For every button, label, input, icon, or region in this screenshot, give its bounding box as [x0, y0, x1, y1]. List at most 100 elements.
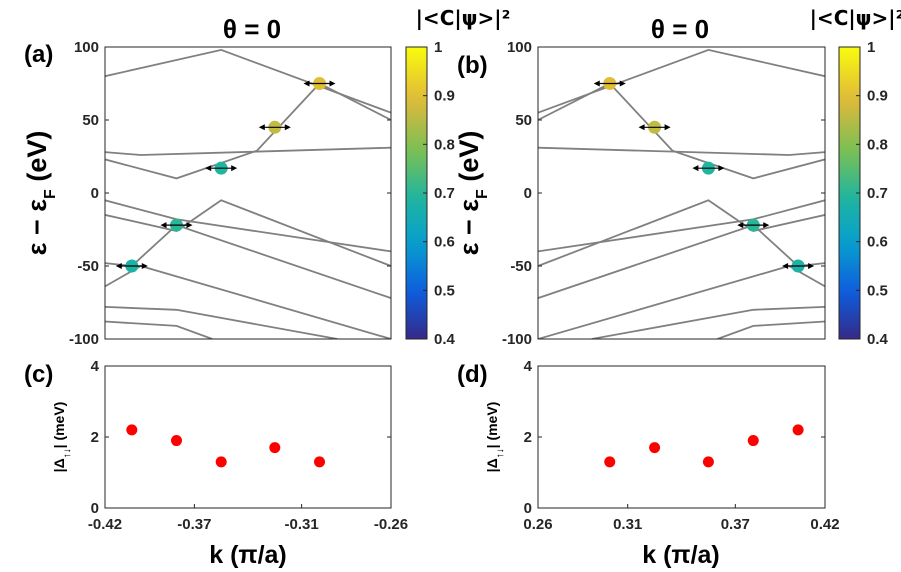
ytick-label: 2	[91, 429, 99, 446]
ylabel-tail: | (meV)	[51, 402, 67, 449]
arrow-left-icon	[782, 263, 789, 269]
ytick-label: -100	[502, 331, 532, 348]
ylabel-main: |Δ	[484, 458, 500, 472]
band-line-5	[105, 199, 391, 267]
colorbar-tick-label: 0.5	[434, 282, 455, 299]
colorbar-a: 1 0.9 0.8 0.7 0.6 0.5 0.4 |<C|ψ>|²	[405, 6, 511, 348]
colorbar-tick-label: 1	[867, 39, 875, 56]
band-line-9	[717, 320, 825, 339]
arrow-right-icon	[808, 263, 815, 269]
xtick-label: -0.31	[285, 516, 319, 533]
arrow-right-icon	[329, 80, 336, 87]
colorbar-tick-label: 0.6	[434, 234, 455, 251]
arrow-right-icon	[718, 165, 725, 172]
band-line-8	[591, 306, 825, 339]
colorbar-title: |<C|ψ>|²	[416, 6, 511, 30]
band-line-3	[105, 82, 391, 180]
panel-c: (c) 0 2 4 -0.42 -0.37 -0.31 -0.26 k (π/a) |Δ↑↓| (…	[24, 358, 408, 569]
ytick-label: -50	[77, 258, 99, 275]
data-point-5	[314, 456, 325, 468]
y-axis-label: ε − εF (eV)	[454, 131, 491, 256]
ytick-label: 0	[524, 185, 532, 202]
band-line-4	[538, 199, 825, 253]
scatter-points	[604, 424, 804, 468]
panel-title-a: θ = 0	[223, 14, 281, 44]
ylabel-subscript: F	[474, 189, 491, 199]
xtick-label: -0.37	[177, 516, 211, 533]
plot-frame	[537, 365, 826, 509]
colorbar-title: |<C|ψ>|²	[810, 6, 901, 30]
ytick-label: 0	[91, 500, 99, 517]
band-line-8	[105, 306, 338, 339]
ylabel-tail: | (meV)	[484, 402, 500, 449]
arrow-left-icon	[160, 222, 167, 229]
ytick-label: 50	[515, 112, 532, 129]
spin-marker-4	[737, 218, 770, 232]
data-point-3	[215, 456, 227, 468]
panel-label-d: (d)	[457, 361, 488, 388]
ytick-label: -50	[510, 258, 532, 275]
colorbar-tick-label: 0.5	[867, 282, 888, 299]
scatter-points	[126, 424, 325, 468]
spin-marker-1	[593, 77, 626, 90]
band-line-3	[538, 146, 825, 156]
arrow-right-icon	[619, 80, 626, 87]
spin-marker-3	[205, 161, 238, 175]
data-point-2	[649, 442, 661, 454]
y-axis-label: |Δ↑↓| (meV)	[51, 402, 73, 473]
band-lines	[538, 48, 825, 339]
panel-label-a: (a)	[24, 41, 53, 68]
band-line-7	[538, 265, 825, 339]
band-line-2	[105, 146, 391, 156]
band-line-6	[538, 224, 825, 299]
arrow-left-icon	[737, 222, 744, 229]
ytick-label: 2	[524, 429, 532, 446]
spin-marker-3	[692, 161, 725, 175]
colorbar-tick-label: 0.9	[434, 88, 455, 105]
colorbar-tick-label: 0.7	[434, 185, 455, 202]
ytick-label: 100	[507, 39, 532, 56]
xtick-label: 0.31	[613, 516, 642, 533]
ytick-label: -100	[69, 331, 99, 348]
arrow-left-icon	[258, 124, 265, 131]
arrow-left-icon	[205, 165, 212, 172]
data-point-3	[702, 456, 714, 468]
spin-marker-4	[258, 120, 291, 134]
x-axis-label: k (π/a)	[642, 541, 720, 569]
spin-marker-5	[782, 259, 815, 273]
arrow-left-icon	[692, 165, 699, 172]
data-point-4	[747, 435, 759, 447]
band-line-5	[538, 199, 825, 267]
arrow-left-icon	[115, 263, 122, 269]
arrow-right-icon	[763, 222, 770, 229]
ylabel-main: ε − ε	[454, 199, 484, 256]
ylabel-subscript: F	[42, 189, 59, 199]
y-axis-label: |Δ↑↓| (meV)	[484, 402, 506, 473]
ytick-label: 50	[82, 112, 99, 129]
arrow-right-icon	[141, 263, 148, 269]
band-line-7	[105, 265, 391, 339]
colorbar-b: 1 0.9 0.8 0.7 0.6 0.5 0.4 |<C|ψ>|²	[810, 6, 901, 348]
arrow-right-icon	[186, 222, 193, 229]
colorbar-tick-label: 0.8	[434, 136, 455, 153]
xtick-label: -0.42	[88, 516, 122, 533]
colorbar-tick-label: 0.8	[867, 136, 888, 153]
spin-marker-1	[115, 259, 148, 273]
band-lines	[105, 48, 391, 339]
plot-frame	[104, 365, 392, 509]
data-point-1	[604, 456, 616, 468]
panel-label-b: (b)	[457, 52, 488, 79]
x-axis-label: k (π/a)	[209, 541, 287, 569]
ytick-label: 4	[524, 358, 533, 375]
panel-b: (b) θ = 0 100 50 0 -50 -100 ε − εF (eV) 1 0.9 0.8 0…	[454, 6, 901, 348]
arrow-left-icon	[303, 80, 310, 87]
y-axis-label: ε − εF (eV)	[22, 131, 59, 256]
ytick-label: 100	[74, 39, 99, 56]
band-line-1	[105, 48, 391, 114]
colorbar-tick-label: 0.9	[867, 88, 888, 105]
colorbar-tick-label: 0.4	[867, 331, 889, 348]
arrow-right-icon	[284, 124, 291, 131]
band-line-2	[538, 48, 825, 114]
arrow-right-icon	[231, 165, 238, 172]
